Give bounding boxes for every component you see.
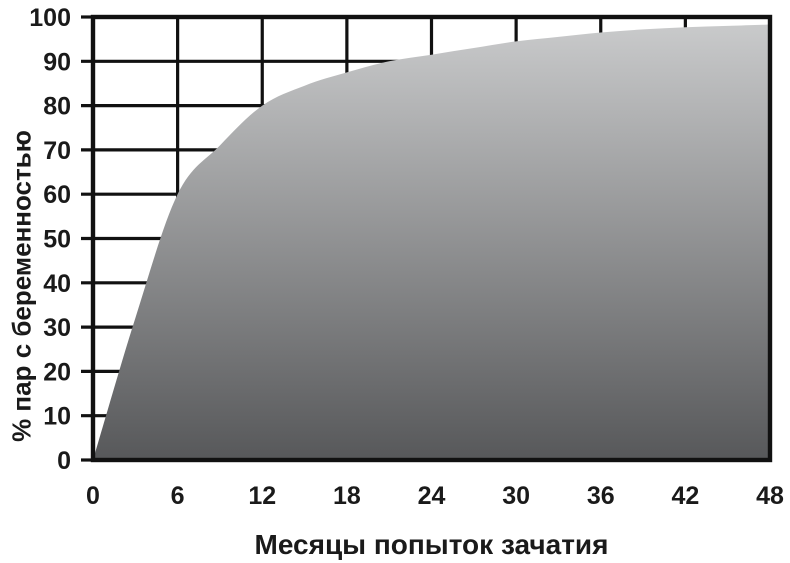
axes-border	[90, 14, 773, 463]
x-tick-label: 30	[502, 482, 530, 510]
x-tick-labels: 0 6 12 18 24 30 36 42 48	[86, 482, 784, 510]
y-tick-label: 50	[43, 226, 71, 254]
y-tick-label: 0	[57, 447, 71, 475]
cumulative-pregnancy-area	[93, 24, 770, 460]
area-series	[93, 24, 770, 460]
y-tick-label: 20	[43, 358, 71, 386]
y-tick-label: 30	[43, 314, 71, 342]
y-tick-labels: 0 10 20 30 40 50 60 70 80 90 100	[29, 4, 71, 475]
y-tick-label: 10	[43, 403, 71, 431]
x-tick-label: 48	[756, 482, 784, 510]
plot-border	[90, 14, 773, 463]
axis-tick-marks	[81, 15, 91, 462]
x-tick-label: 6	[171, 482, 185, 510]
x-tick-label: 12	[248, 482, 276, 510]
x-tick-label: 0	[86, 482, 100, 510]
y-tick-label: 100	[29, 4, 71, 32]
y-tick-label: 40	[43, 270, 71, 298]
y-axis-title: % пар с беременностью	[6, 130, 37, 442]
x-tick-label: 24	[418, 482, 446, 510]
y-tick-label: 60	[43, 181, 71, 209]
y-tick-label: 70	[43, 137, 71, 165]
y-tick-label: 80	[43, 93, 71, 121]
x-tick-label: 36	[587, 482, 615, 510]
x-tick-label: 18	[333, 482, 361, 510]
x-tick-label: 42	[671, 482, 699, 510]
y-tick-label: 90	[43, 48, 71, 76]
x-axis-title: Месяцы попыток зачатия	[254, 529, 609, 560]
